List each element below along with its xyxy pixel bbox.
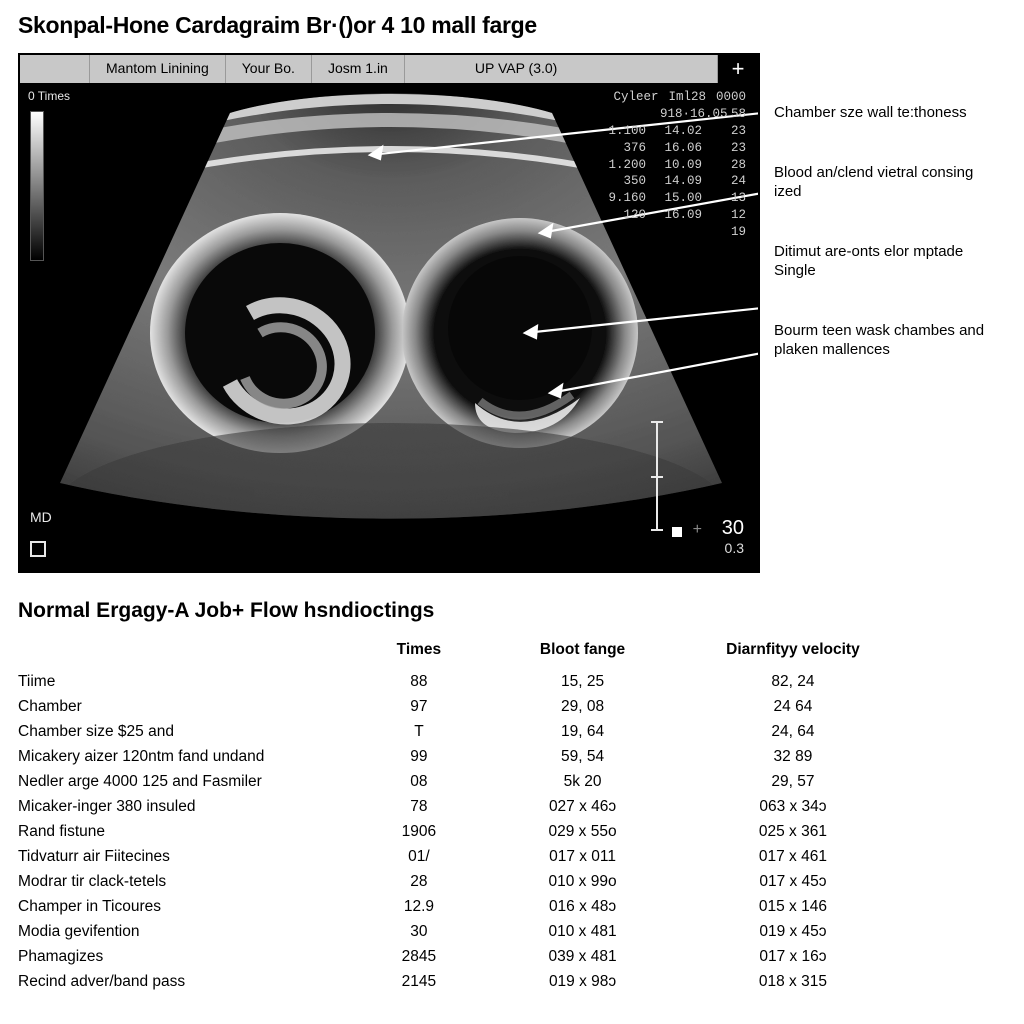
table-row: Chamber size $25 andT19, 6424, 64	[18, 719, 918, 744]
col-bloot: Bloot fange	[497, 637, 696, 669]
tab-yourbo[interactable]: Your Bo.	[226, 55, 312, 83]
readout-row: 1.20010.0928	[604, 157, 746, 174]
callout-chamber-wall: Chamber sze wall te:thoness	[774, 103, 1004, 123]
ultrasound-frame: Mantom Linining Your Bo. Josm 1.in UP VA…	[18, 53, 760, 573]
marker-plus-icon: +	[693, 521, 702, 539]
callout-ditimut: Ditimut are-onts elor mptade Single	[774, 242, 1004, 281]
tab-josm[interactable]: Josm 1.in	[312, 55, 405, 83]
table-row: Tiime8815, 2582, 24	[18, 669, 918, 694]
table-row: Modia gevifention30010 x 481019 x 45ɔ	[18, 919, 918, 944]
col-velocity: Diarnfityy velocity	[696, 637, 918, 669]
depth-scale: 30 0.3	[722, 516, 744, 557]
add-tab-button[interactable]: +	[718, 55, 758, 83]
table-row: Rand fistune1906029 x 55o025 x 361	[18, 819, 918, 844]
ultrasound-tab-bar: Mantom Linining Your Bo. Josm 1.in UP VA…	[20, 55, 758, 83]
table-row: Champer in Ticoures12.9016 x 48ɔ015 x 14…	[18, 894, 918, 919]
callout-blood: Blood an/clend vietral consing ized	[774, 163, 1004, 202]
readout-row: 1.10014.0223	[604, 123, 746, 140]
readout-row: 35014.0924	[604, 173, 746, 190]
readout-row: 12016.0912	[604, 207, 746, 224]
table-row: Nedler arge 4000 125 and Fasmiler085k 20…	[18, 769, 918, 794]
annotation-callouts: Chamber sze wall te:thoness Blood an/cle…	[774, 53, 1004, 400]
table-row: Micaker-inger 380 insuled78027 x 46ɔ063 …	[18, 794, 918, 819]
col-label	[18, 637, 369, 669]
readout-row: 37616.0623	[604, 140, 746, 157]
measurement-readout: Cyleer Iml28 0000 918·16.05581.10014.022…	[604, 89, 746, 241]
readout-row: 918·16.0558	[604, 106, 746, 123]
table-row: Modrar tir clack-tetels28010 x 99o017 x …	[18, 869, 918, 894]
table-row: Tidvaturr air Fiitecines01/017 x 011017 …	[18, 844, 918, 869]
marker-square-icon	[672, 527, 682, 537]
table-row: Recind adver/band pass2145019 x 98ɔ018 x…	[18, 969, 918, 994]
table-row: Chamber9729, 0824 64	[18, 694, 918, 719]
table-header-row: Times Bloot fange Diarnfityy velocity	[18, 637, 918, 669]
table-row: Micakery aizer 120ntm fand undand9959, 5…	[18, 744, 918, 769]
table-title: Normal Ergagy-A Job+ Flow hsndioctings	[18, 599, 1006, 623]
page-title: Skonpal-Hone Cardagraim Br·()or 4 10 mal…	[18, 12, 1006, 39]
tab-upvap[interactable]: UP VAP (3.0)	[405, 55, 718, 83]
table-row: Phamagizes2845039 x 481017 x 16ɔ	[18, 944, 918, 969]
col-times: Times	[369, 637, 498, 669]
readout-row: 19	[604, 224, 746, 241]
tab-mantom[interactable]: Mantom Linining	[90, 55, 226, 83]
flow-table: Times Bloot fange Diarnfityy velocity Ti…	[18, 637, 918, 994]
readout-row: 9.16015.0013	[604, 190, 746, 207]
depth-ruler-icon	[656, 421, 658, 531]
callout-bourm: Bourm teen wask chambes and plaken malle…	[774, 321, 1004, 360]
